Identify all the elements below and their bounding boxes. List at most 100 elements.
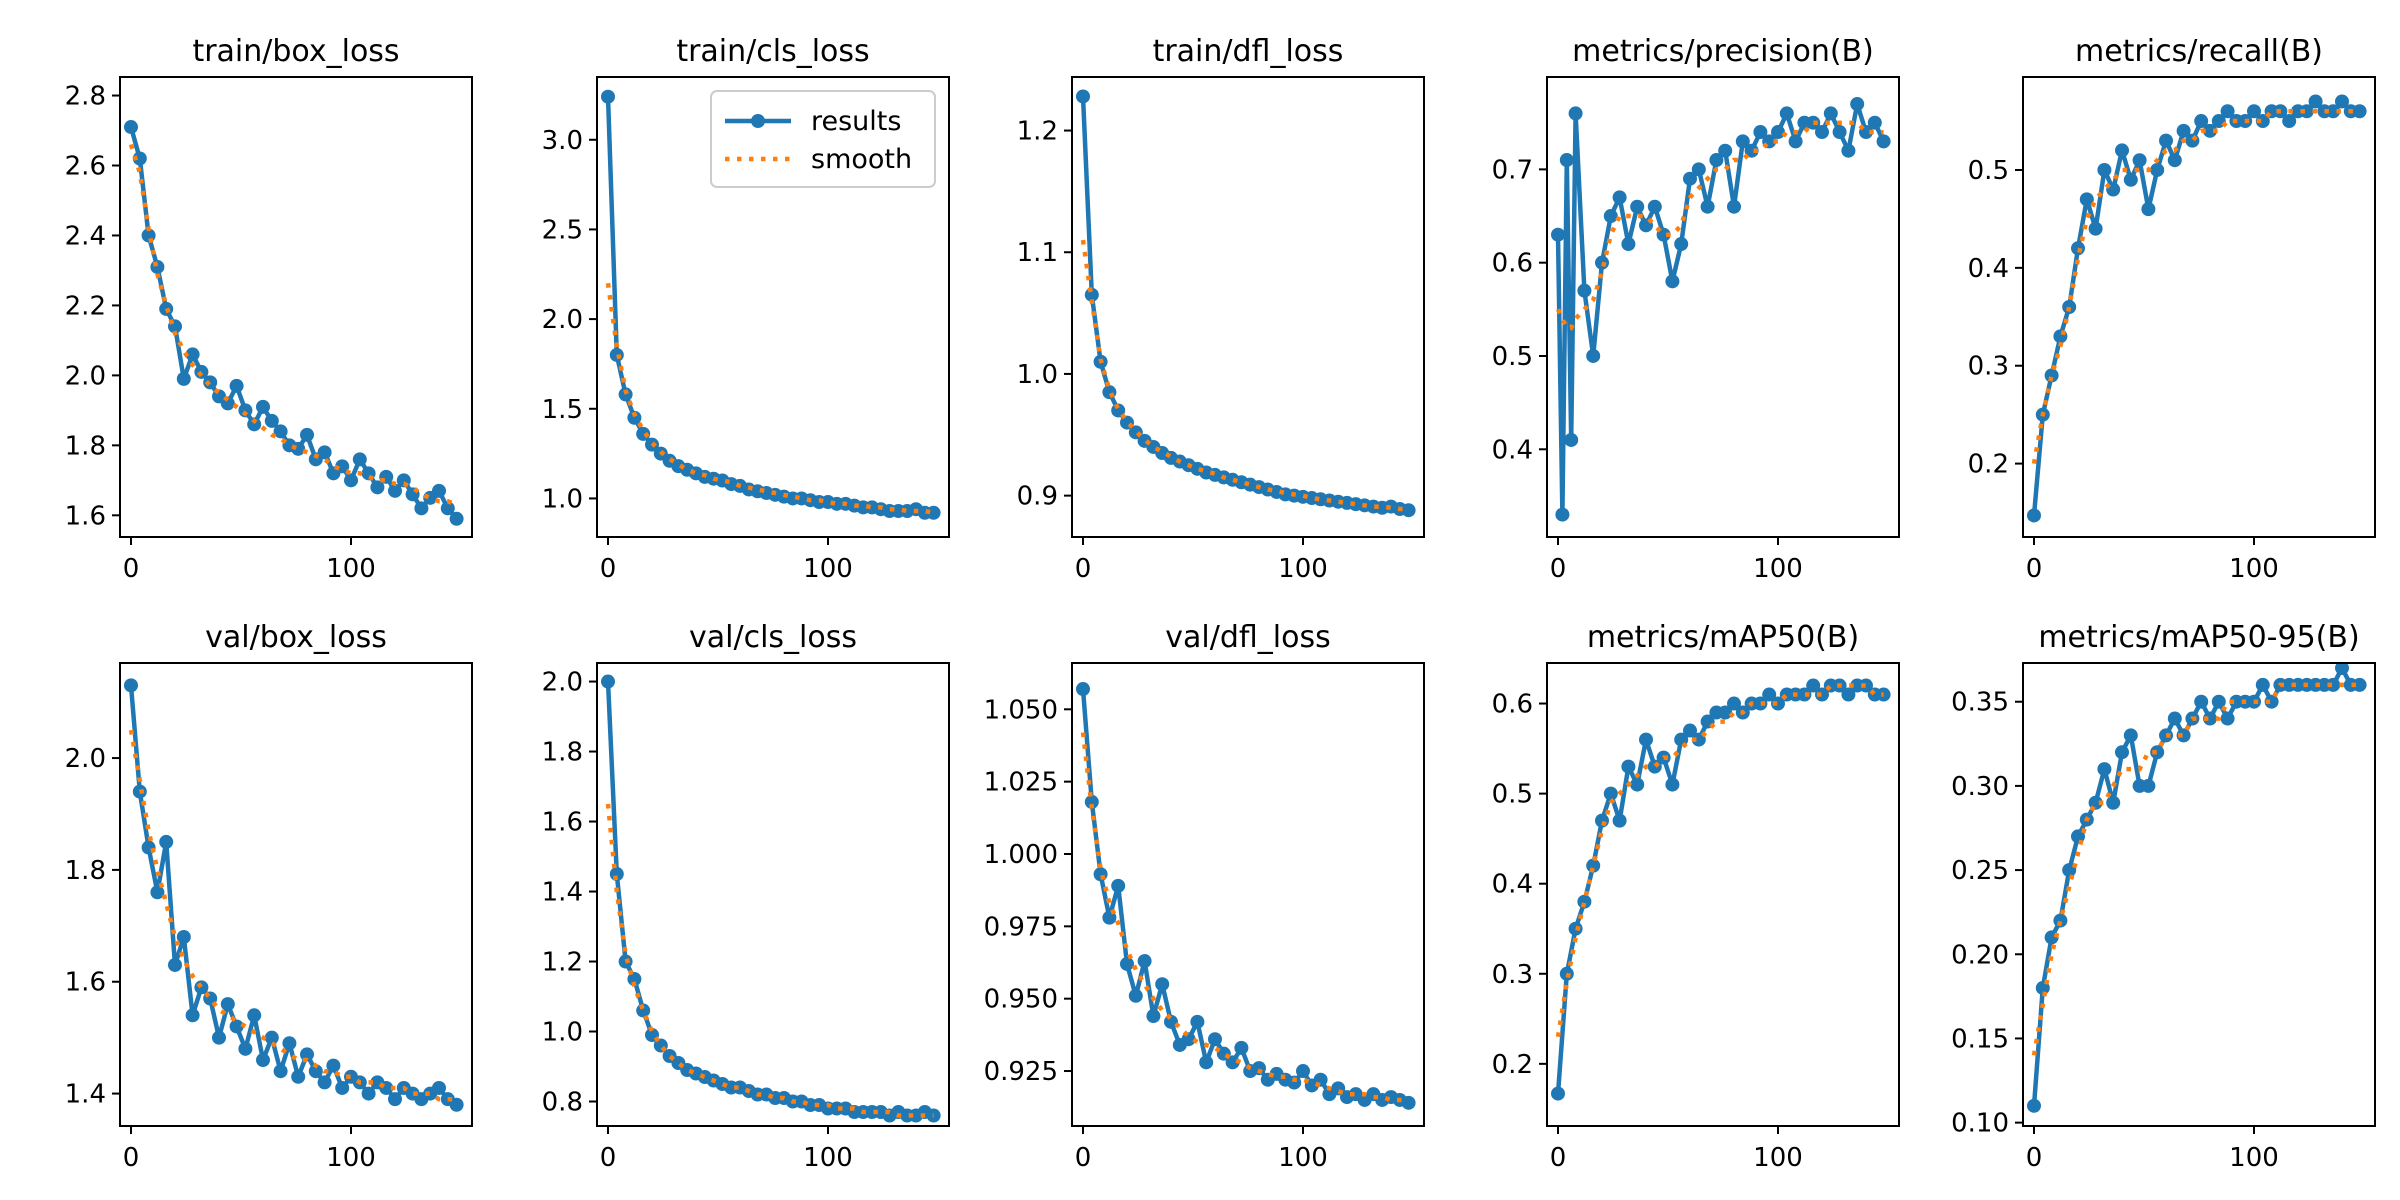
data-point-results [1753,125,1768,140]
y-tick-label: 2.8 [65,82,106,112]
data-point-results [2035,980,2050,995]
legend-label-smooth: smooth [811,144,912,175]
y-tick-label: 0.35 [1951,688,2009,718]
data-point-results [2176,123,2191,138]
data-point-results [256,399,270,414]
data-point-results [308,1064,323,1079]
x-tick-label: 100 [1278,554,1328,584]
data-point-results [1586,348,1601,363]
axes-frame [596,662,950,1127]
data-point-results [176,371,191,386]
data-point-results [1691,162,1706,177]
series-line-smooth [1080,732,1409,1103]
data-point-results [203,375,218,390]
data-point-results [2088,221,2103,236]
data-point-results [1700,199,1715,214]
data-point-results [132,151,147,166]
axes-frame [2022,662,2376,1127]
data-point-results [2264,694,2279,709]
series-line-results [2031,99,2360,516]
data-point-results [1287,1075,1302,1090]
y-tick-label: 2.4 [65,221,106,251]
data-point-results [168,957,182,972]
y-tick-label: 1.6 [542,808,583,838]
y-tick-label: 1.8 [65,856,106,886]
y-tick-label: 1.4 [542,878,583,908]
data-point-results [2203,711,2217,726]
data-point-results [1665,777,1680,792]
data-point-results [1551,1086,1565,1101]
data-point-results [1612,190,1627,205]
data-point-results [2326,104,2341,119]
data-point-results [159,834,174,849]
data-point-results [2150,745,2165,760]
data-point-results [432,1080,446,1095]
data-point-results [2159,728,2173,743]
data-point-results [1093,867,1108,882]
data-point-results [1718,143,1733,158]
data-point-results [1621,237,1636,252]
y-tick-label: 3.0 [542,126,583,156]
y-tick-label: 1.6 [65,501,106,531]
data-point-results [1111,403,1126,418]
subplot-6: val/cls_loss 0 100 0.8 1.0 1.2 1.4 1.6 1.8 2.0 [542,620,950,1173]
data-point-results [1859,678,1873,693]
axes-frame [2022,76,2376,538]
data-point-results [2079,192,2094,207]
data-point-results [2194,694,2209,709]
x-tick-label: 0 [600,1143,617,1173]
data-point-results [1559,153,1574,168]
data-point-results [1234,1040,1249,1055]
y-tick-label: 1.0 [542,1018,583,1048]
data-point-results [1577,894,1592,909]
data-point-results [627,410,642,425]
data-point-results [1771,125,1785,140]
data-point-results [449,511,464,526]
y-tick-label: 2.0 [542,668,583,698]
data-point-results [1199,1055,1214,1070]
data-point-results [1876,134,1891,149]
data-point-results [1815,687,1829,702]
data-point-results [1832,125,1847,140]
data-point-results [1102,385,1117,400]
data-point-results [432,483,446,498]
series-line-smooth [128,143,458,507]
data-point-results [1401,1095,1416,1110]
legend-box [710,90,936,188]
series-line-smooth [605,803,934,1118]
data-point-results [1603,209,1618,224]
data-point-results [2141,202,2156,217]
data-point-results [1674,237,1689,252]
data-point-results [176,929,191,944]
x-tick-label: 100 [1753,554,1803,584]
data-point-results [2106,795,2121,810]
data-point-results [2299,104,2314,119]
data-point-results [212,1030,226,1045]
data-point-results [124,678,138,693]
data-point-results [2141,778,2156,793]
x-tick-label: 100 [326,554,376,584]
y-tick-label: 0.5 [1492,342,1533,372]
y-tick-label: 1.025 [984,768,1058,798]
data-point-results [273,1064,288,1079]
data-point-results [185,347,200,362]
data-point-results [300,427,314,442]
data-point-results [2194,114,2209,129]
data-point-results [1841,687,1856,702]
data-point-results [291,1069,306,1084]
data-point-results [1771,696,1785,711]
data-point-results [2123,728,2138,743]
subplot-5: val/box_loss 0 100 1.4 1.6 1.8 2.0 [65,620,473,1173]
data-point-results [2027,1098,2041,1113]
x-tick-label: 0 [2026,554,2043,584]
data-point-results [2150,162,2165,177]
data-point-results [2352,104,2367,119]
data-point-results [1683,171,1697,186]
data-point-results [2115,143,2129,158]
data-point-results [1084,794,1099,809]
data-point-results [1568,106,1583,121]
y-tick-label: 1.0 [542,484,583,514]
y-tick-label: 0.2 [1968,450,2009,480]
data-point-results [1665,274,1680,289]
